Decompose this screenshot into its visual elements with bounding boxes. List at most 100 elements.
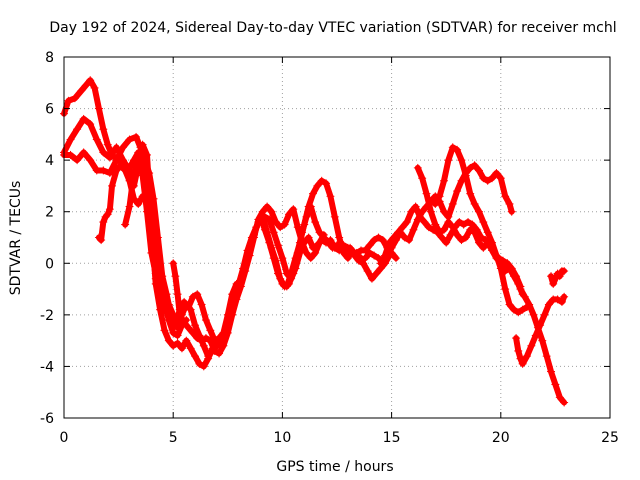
data-point-marker [308,189,318,198]
data-point-marker [389,233,398,242]
data-point-marker [363,266,372,276]
data-point-marker [304,233,313,242]
data-point-marker [453,230,462,239]
data-point-marker [424,223,433,232]
data-point-marker [466,163,475,172]
data-point-marker [300,238,309,247]
data-point-marker [326,192,335,201]
data-point-marker [284,279,294,288]
plot-frame [63,56,611,419]
data-point-marker [280,282,289,291]
data-point-marker [501,192,510,201]
data-point-marker [448,143,457,152]
data-point-marker [206,326,215,335]
data-point-marker [422,189,431,198]
data-point-marker [173,290,182,299]
x-tick-label: 25 [601,430,619,446]
data-point-marker [129,168,138,178]
data-point-marker [505,300,514,309]
data-point-marker [184,303,193,312]
data-point-marker [138,171,147,180]
y-tick-labels: -6 -4 -2 0 2 4 6 8 [40,50,54,427]
data-point-marker [509,305,518,314]
data-point-marker [81,81,90,90]
data-point-marker [311,217,320,227]
data-point-marker [555,272,564,281]
data-point-marker [184,323,193,332]
data-point-marker [164,315,173,325]
data-point-marker [501,285,510,294]
data-point-marker [182,336,191,345]
data-point-marker [540,310,549,319]
data-point-marker [439,176,449,185]
data-point-marker [330,243,339,252]
data-point-marker [280,220,289,229]
data-point-marker [282,269,291,278]
data-point-marker [204,354,213,363]
data-point-marker [112,156,121,165]
data-point-marker [361,246,370,255]
data-point-marker [555,393,564,402]
x-tick-label: 5 [169,430,178,446]
data-point-marker [488,174,497,183]
y-tick-label: 2 [45,205,54,221]
data-point-marker [107,181,117,190]
data-point-marker [370,236,379,245]
series-sat-o [512,292,569,368]
data-point-marker [228,290,237,299]
data-point-marker [276,223,285,232]
data-point-marker [186,344,195,353]
data-point-marker [457,236,466,245]
data-point-marker [190,352,200,361]
data-point-marker [73,125,82,134]
data-point-marker [553,295,562,304]
data-point-marker [86,76,95,85]
data-point-marker [197,300,206,309]
data-point-marker [169,310,178,319]
data-point-marker [195,359,204,368]
data-point-marker [527,341,536,350]
data-point-marker [149,194,158,203]
data-point-marker [156,305,165,314]
data-point-marker [201,334,211,343]
data-point-marker [260,212,269,221]
data-point-marker [479,174,488,183]
data-point-marker [271,217,280,227]
data-point-marker [372,269,381,278]
data-point-marker [453,187,462,196]
data-point-marker [99,148,108,157]
data-point-marker [365,241,374,250]
data-point-marker [546,272,556,281]
data-point-marker [77,86,86,95]
data-point-marker [164,300,173,309]
data-point-marker [505,199,514,209]
data-point-marker [92,166,101,175]
data-point-marker [538,336,547,345]
data-point-marker [457,176,466,185]
data-point-marker [173,339,182,348]
data-point-marker [136,143,145,152]
data-point-marker [99,125,108,134]
y-tick-label: 6 [45,102,54,118]
data-point-marker [518,305,527,314]
data-point-marker [463,217,473,227]
data-point-marker [234,279,243,288]
data-point-marker [134,199,143,209]
data-point-marker [313,241,322,250]
x-tick-label: 15 [383,430,401,446]
data-point-marker [514,308,523,317]
data-point-marker [435,228,444,237]
data-point-marker [291,264,300,273]
data-point-marker [492,168,501,178]
series-band [504,260,568,406]
data-point-marker [289,205,298,214]
data-point-marker [164,336,173,345]
y-tick-label: -6 [40,411,54,427]
data-point-marker [444,217,453,227]
data-point-marker [512,334,521,343]
data-point-marker [335,233,344,242]
data-point-marker [405,236,414,245]
data-point-marker [315,228,324,237]
data-point-marker [118,143,128,152]
